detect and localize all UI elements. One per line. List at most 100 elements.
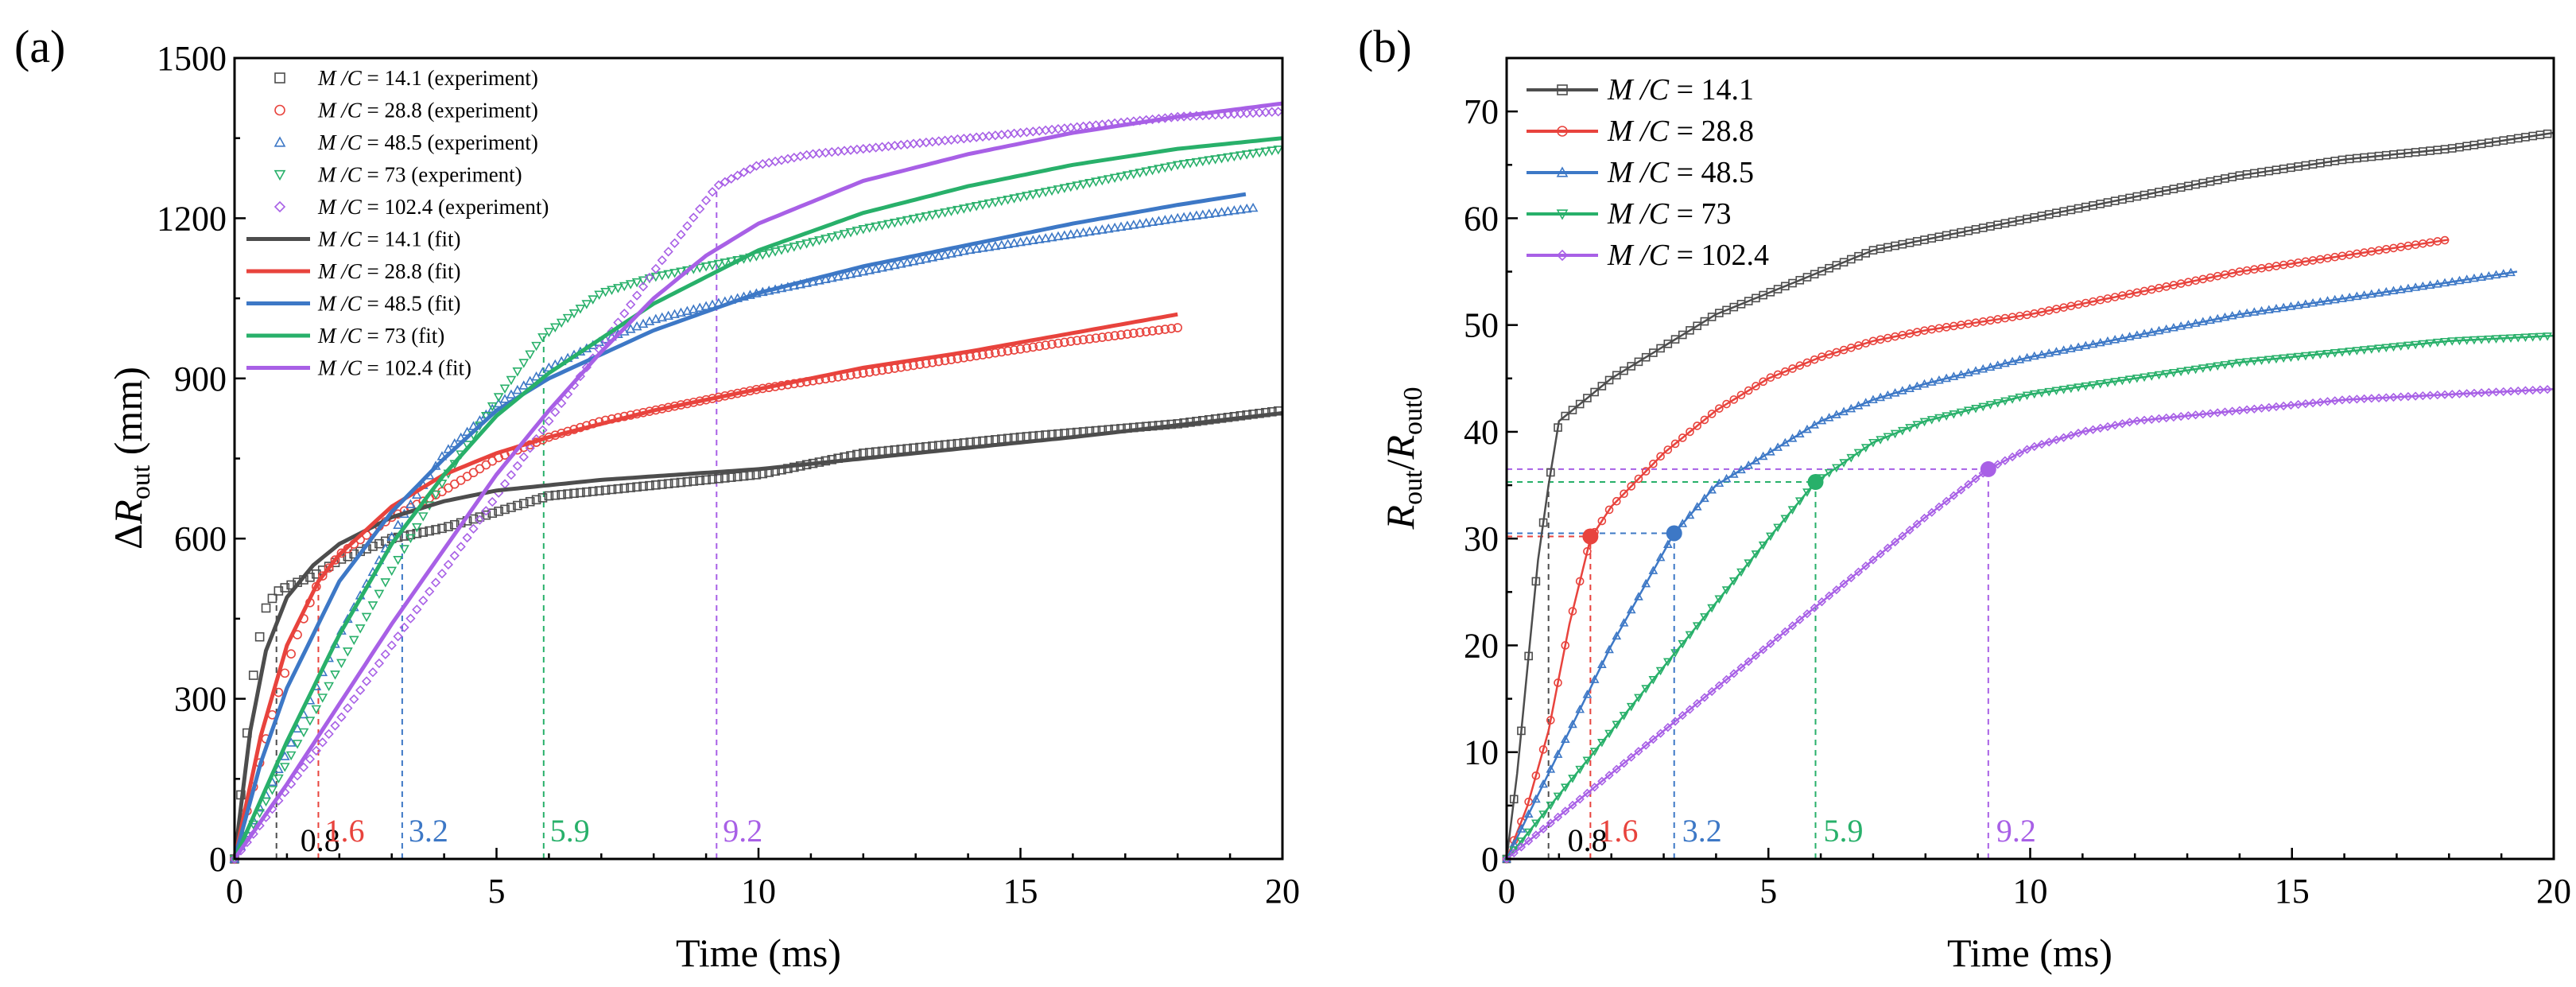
data-point: [1546, 801, 1556, 810]
data-point: [814, 236, 824, 246]
data-point: [1575, 765, 1585, 775]
data-point: [1627, 752, 1636, 762]
legend-entry: M /C = 102.4: [1607, 239, 1769, 272]
data-point: [1040, 188, 1051, 197]
data-point: [493, 393, 504, 402]
data-point: [1678, 710, 1687, 721]
data-point: [858, 225, 869, 235]
legend-entry: M /C = 48.5: [1607, 156, 1754, 189]
data-point: [990, 240, 1001, 251]
data-point: [713, 180, 724, 190]
data-point: [1700, 317, 1709, 326]
data-point: [1516, 824, 1527, 833]
data-point: [2037, 389, 2046, 398]
data-point: [1554, 678, 1562, 687]
data-point: [1773, 370, 1783, 379]
data-point: [1109, 173, 1120, 184]
legend-marker: [1557, 84, 1568, 95]
data-point: [2176, 411, 2186, 422]
data-point: [2469, 273, 2479, 282]
data-point: [1141, 327, 1151, 336]
data-point: [500, 504, 510, 515]
data-point: [2162, 413, 2171, 423]
data-point: [2081, 426, 2090, 436]
data-point: [2029, 390, 2039, 399]
legend-entry: M /C = 28.8 (fit): [317, 259, 460, 283]
data-point: [1229, 205, 1240, 215]
data-point: [1160, 163, 1170, 173]
data-point: [494, 507, 503, 516]
data-point: [1260, 147, 1271, 157]
data-point: [361, 676, 372, 686]
data-point: [2381, 393, 2391, 402]
data-point: [512, 384, 523, 394]
data-point: [1531, 830, 1541, 840]
data-point: [1729, 669, 1739, 678]
data-point: [826, 272, 837, 282]
data-point: [2103, 422, 2112, 432]
data-point: [1210, 155, 1221, 165]
data-point: [864, 223, 875, 233]
data-point: [1707, 686, 1717, 697]
data-point: [2132, 416, 2142, 425]
data-point: [1254, 148, 1265, 158]
data-point: [927, 252, 938, 262]
panel-a-series: [229, 101, 1284, 865]
data-point: [1022, 192, 1032, 201]
data-point: [386, 566, 398, 577]
data-point: [902, 216, 913, 226]
data-point: [1728, 469, 1739, 478]
panel-b-frame: [1505, 56, 2555, 861]
x-tick-label: 15: [2275, 872, 2310, 911]
series-line-1: [1505, 239, 2450, 860]
panel-a-legend: M /C = 14.1 (experiment) M /C = 28.8 (exp…: [246, 66, 549, 380]
experiment-series-1: [230, 323, 1182, 864]
data-point: [1949, 410, 1959, 419]
data-point: [1641, 352, 1651, 362]
data-point: [254, 809, 265, 818]
data-point: [1795, 361, 1805, 370]
data-point: [1583, 547, 1592, 556]
data-point: [1890, 429, 1900, 439]
data-point: [1223, 206, 1233, 216]
data-point: [2359, 290, 2369, 299]
data-point: [1204, 156, 1215, 165]
data-point: [430, 490, 441, 500]
data-point: [286, 649, 296, 659]
data-point: [1034, 234, 1045, 243]
data-point: [2484, 387, 2493, 398]
data-point: [1103, 175, 1114, 185]
data-point: [2432, 279, 2442, 288]
data-point: [2322, 296, 2333, 305]
data-point: [2037, 349, 2046, 359]
data-point: [1700, 415, 1709, 425]
data-point: [626, 299, 636, 310]
data-point: [1736, 464, 1746, 474]
data-point: [436, 569, 448, 579]
data-point: [669, 309, 680, 319]
data-point: [883, 220, 894, 230]
data-point: [801, 239, 812, 249]
data-point: [405, 534, 416, 544]
data-point: [2242, 308, 2252, 317]
legend-marker: [1557, 126, 1568, 137]
data-point: [2322, 397, 2333, 406]
data-point: [1096, 224, 1108, 234]
x-tick-label: 10: [2013, 872, 2048, 911]
data-point: [2286, 301, 2296, 310]
data-point: [1583, 394, 1592, 402]
data-point: [2366, 289, 2376, 298]
data-point: [1516, 837, 1527, 846]
data-point: [512, 367, 523, 377]
data-point: [1721, 473, 1732, 483]
data-point: [1649, 459, 1658, 468]
data-point: [2176, 321, 2186, 330]
data-point: [1590, 387, 1599, 397]
data-point: [871, 263, 881, 274]
data-point: [2330, 349, 2340, 358]
data-point: [368, 542, 378, 551]
data-point: [568, 309, 580, 319]
data-point: [1963, 406, 1973, 415]
data-point: [1971, 404, 1980, 414]
panel-a-x-label: Time (ms): [676, 931, 841, 975]
